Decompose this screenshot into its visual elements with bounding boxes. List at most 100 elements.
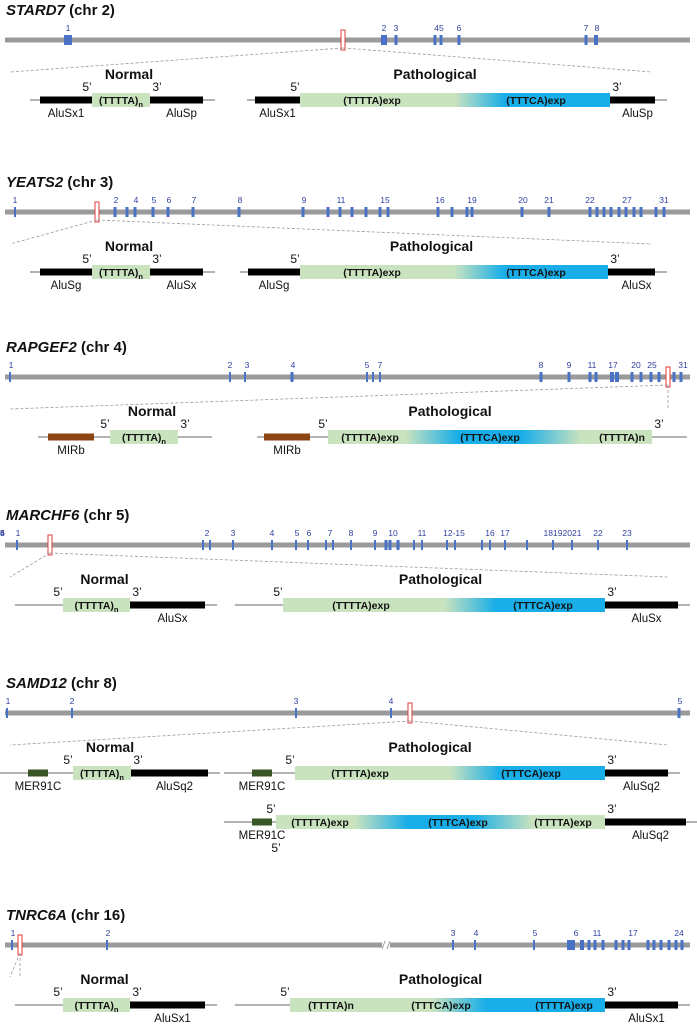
- pathological-left-label: AluSg: [259, 280, 290, 292]
- pathological-left-element: [252, 769, 272, 777]
- pathological-3prime: 3’: [654, 417, 663, 431]
- gap-mark: [386, 940, 391, 950]
- repeat-unit: (TTTTA): [99, 95, 138, 107]
- exon: [627, 940, 631, 950]
- normal-label: Normal: [128, 403, 176, 419]
- normal-repeat-text: (TTTTA)n: [74, 1000, 118, 1014]
- exon: [504, 540, 506, 550]
- exon-label: 2: [382, 23, 387, 33]
- exon: [232, 540, 234, 550]
- exon-label: 17: [500, 528, 510, 538]
- exon: [229, 372, 231, 382]
- exon-label: 11: [593, 928, 602, 938]
- exon: [301, 207, 305, 217]
- chromosome-backbone: [5, 37, 690, 43]
- pathological-repeat-text: (TTTTA)exp: [535, 1000, 593, 1012]
- exon-label: 7: [584, 23, 589, 33]
- exon-label: 1819: [544, 528, 563, 538]
- gene-name: SAMD12: [6, 675, 68, 692]
- gene-title: MARCHF6 (chr 5): [6, 507, 129, 524]
- pathological-repeat-text: (TTTTA)exp: [331, 768, 389, 780]
- repeat-unit: (TTTTA): [99, 267, 138, 279]
- exon: [271, 540, 273, 550]
- exon: [584, 35, 588, 45]
- normal-3prime: 3’: [132, 585, 141, 599]
- exon: [680, 940, 684, 950]
- normal-left-element: [48, 433, 94, 441]
- exon-label: 1: [6, 696, 11, 706]
- normal-right-element: [150, 268, 203, 276]
- exon: [474, 940, 476, 950]
- exon: [614, 940, 618, 950]
- exon: [106, 940, 108, 950]
- gene-chr: (chr 16): [67, 907, 125, 924]
- exon: [610, 372, 614, 382]
- normal-repeat-text: (TTTTA)n: [74, 600, 118, 614]
- pathological-3prime: 3’: [607, 985, 616, 999]
- exon: [338, 207, 342, 217]
- normal-5prime: 5’: [82, 252, 91, 266]
- exon: [526, 540, 528, 550]
- exon: [436, 207, 440, 217]
- exon: [446, 540, 448, 550]
- pathological-left-element: [248, 268, 300, 276]
- exon-label: 20: [518, 195, 528, 205]
- exon-label: 31: [659, 195, 669, 205]
- repeat-unit: (TTTTA): [122, 432, 161, 444]
- exon-label: 12-15: [443, 528, 465, 538]
- pathological-right-element: [610, 96, 655, 104]
- normal-left-label: AluSg: [51, 280, 82, 292]
- exon: [615, 372, 619, 382]
- gap-mark: [381, 940, 386, 950]
- exon: [454, 540, 456, 550]
- zoom-line: [9, 47, 344, 73]
- exon: [470, 207, 474, 217]
- exon: [191, 207, 195, 217]
- normal-repeat-box: [73, 766, 131, 780]
- exon: [413, 540, 415, 550]
- pathological-label: Pathological: [388, 739, 471, 755]
- normal-right-label: AluSx: [157, 613, 187, 625]
- exon: [588, 207, 592, 217]
- pathological-2-extra-5prime: 5’: [271, 841, 280, 855]
- pathological-label: Pathological: [390, 238, 473, 254]
- exon: [595, 207, 599, 217]
- exon: [388, 540, 392, 550]
- exon: [646, 940, 650, 950]
- zoom-line: [9, 720, 411, 746]
- gene-title: RAPGEF2 (chr 4): [6, 339, 127, 356]
- repeat-unit: (TTTTA): [74, 600, 113, 612]
- exon-label: 23: [622, 528, 632, 538]
- pathological-5prime: 5’: [280, 985, 289, 999]
- exon-label: 9: [302, 195, 307, 205]
- exon-label: 15: [380, 195, 390, 205]
- exon-label: 4: [389, 696, 394, 706]
- exon: [659, 940, 663, 950]
- exon-label: 5: [365, 360, 370, 370]
- exon: [567, 940, 575, 950]
- pathological-label: Pathological: [408, 403, 491, 419]
- exon-label: 27: [622, 195, 632, 205]
- gene-panel-marchf6: MARCHF6 (chr 5)1 2 3 4 5 6 7 8 9 10 11 12-15 16 17 181…: [0, 507, 690, 625]
- normal-repeat-box: [92, 93, 150, 107]
- normal-5prime: 5’: [53, 585, 62, 599]
- exon-label: 8: [539, 360, 544, 370]
- chromosome-backbone: [5, 209, 690, 215]
- exon-label: 3: [294, 696, 299, 706]
- exon: [481, 540, 483, 550]
- pathological-3prime: 3’: [607, 753, 616, 767]
- gene-name: MARCHF6: [6, 507, 80, 524]
- exon: [325, 540, 327, 550]
- exon: [71, 708, 73, 718]
- exon: [450, 207, 454, 217]
- exon-label: 6: [307, 528, 312, 538]
- exon: [657, 372, 661, 382]
- pathological-repeat-box: [283, 598, 605, 612]
- exon-label: 22: [593, 528, 603, 538]
- pathological-left-label: MIRb: [273, 445, 300, 457]
- normal-right-element: [130, 601, 205, 609]
- exon: [617, 207, 621, 217]
- exon-label: 2: [106, 928, 111, 938]
- exon: [390, 708, 392, 718]
- exon: [381, 35, 387, 45]
